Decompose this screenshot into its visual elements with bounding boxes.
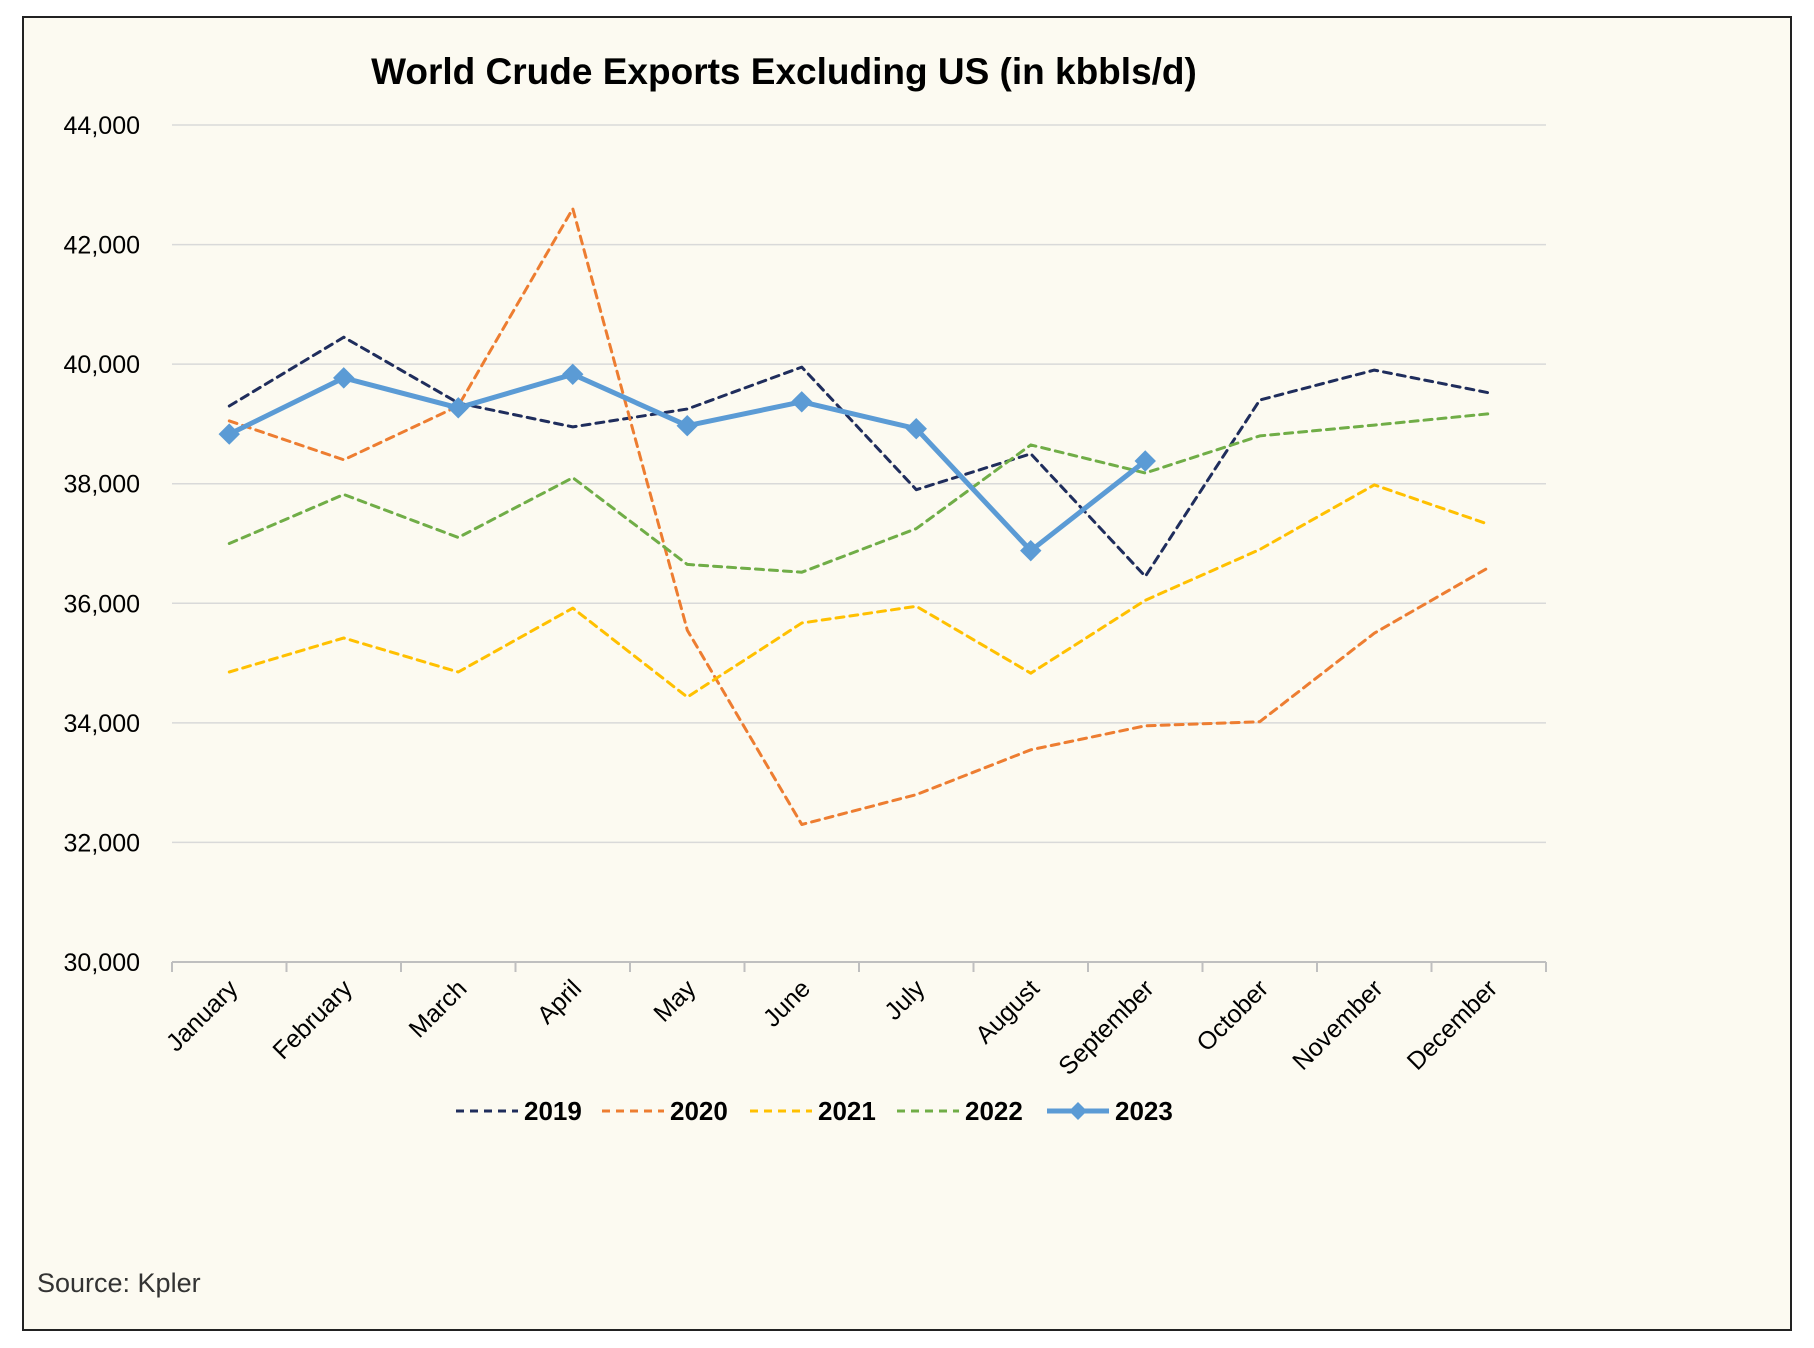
data-point-2023 [676, 415, 698, 437]
series-2020 [227, 207, 1491, 826]
series-lines [218, 207, 1491, 826]
legend-item-2021: 2021 [750, 1096, 876, 1126]
x-tick-label: April [532, 974, 587, 1029]
legend-item-2022: 2022 [897, 1096, 1023, 1126]
x-tick-label: November [1287, 974, 1388, 1075]
legend-label-2021: 2021 [818, 1096, 876, 1126]
legend-marker-2023 [1069, 1102, 1087, 1120]
y-tick-label: 34,000 [64, 710, 140, 738]
x-tick-label: July [879, 974, 931, 1026]
series-2022 [227, 412, 1491, 574]
legend-label-2020: 2020 [670, 1096, 728, 1126]
data-point-2023 [562, 363, 584, 386]
series-line-2020 [227, 207, 1491, 826]
legend-item-2019: 2019 [456, 1096, 582, 1126]
x-tick-label: August [970, 974, 1045, 1049]
series-line-2019 [227, 335, 1491, 578]
y-tick-label: 32,000 [64, 829, 140, 857]
axes: 30,000 32,000 34,000 36,000 38,000 40,000 42,0… [64, 112, 1547, 1081]
x-tick-label: December [1402, 974, 1503, 1075]
data-point-2023 [791, 391, 813, 413]
line-chart: World Crude Exports Excluding US (in kbb… [37, 51, 1547, 1298]
y-tick-label: 42,000 [64, 232, 140, 260]
data-point-2023 [447, 397, 469, 419]
x-tick-label: September [1053, 974, 1159, 1080]
x-tick-label: February [267, 974, 358, 1065]
data-point-2023 [218, 423, 240, 445]
series-line-2021 [227, 483, 1491, 699]
legend-item-2023: 2023 [1047, 1096, 1173, 1126]
y-tick-label: 44,000 [64, 112, 140, 140]
source-note: Source: Kpler [37, 1268, 201, 1298]
x-tick-label: June [758, 974, 816, 1032]
data-point-2023 [905, 418, 927, 440]
y-tick-label: 30,000 [64, 949, 140, 977]
x-tick-label: March [404, 974, 473, 1043]
series-2019 [227, 335, 1491, 578]
y-tick-label: 36,000 [64, 590, 140, 618]
series-2023 [218, 363, 1156, 562]
legend-item-2020: 2020 [602, 1096, 728, 1126]
data-point-2023 [1134, 450, 1156, 472]
chart-frame: World Crude Exports Excluding US (in kbb… [22, 16, 1792, 1331]
x-tick-label: October [1191, 974, 1274, 1057]
y-tick-label: 40,000 [64, 351, 140, 379]
gridlines [172, 124, 1546, 844]
legend-label-2023: 2023 [1115, 1096, 1173, 1126]
data-point-2023 [1020, 539, 1042, 562]
x-tick-label: January [161, 974, 244, 1057]
series-line-2022 [227, 412, 1491, 574]
series-2021 [227, 483, 1491, 699]
y-tick-label: 38,000 [64, 471, 140, 499]
legend: 2019 2020 2021 2022 2023 [456, 1096, 1173, 1126]
chart-title: World Crude Exports Excluding US (in kbb… [371, 51, 1197, 92]
legend-label-2019: 2019 [524, 1096, 582, 1126]
x-tick-label: May [648, 974, 702, 1028]
legend-label-2022: 2022 [965, 1096, 1023, 1126]
data-point-2023 [333, 367, 355, 389]
